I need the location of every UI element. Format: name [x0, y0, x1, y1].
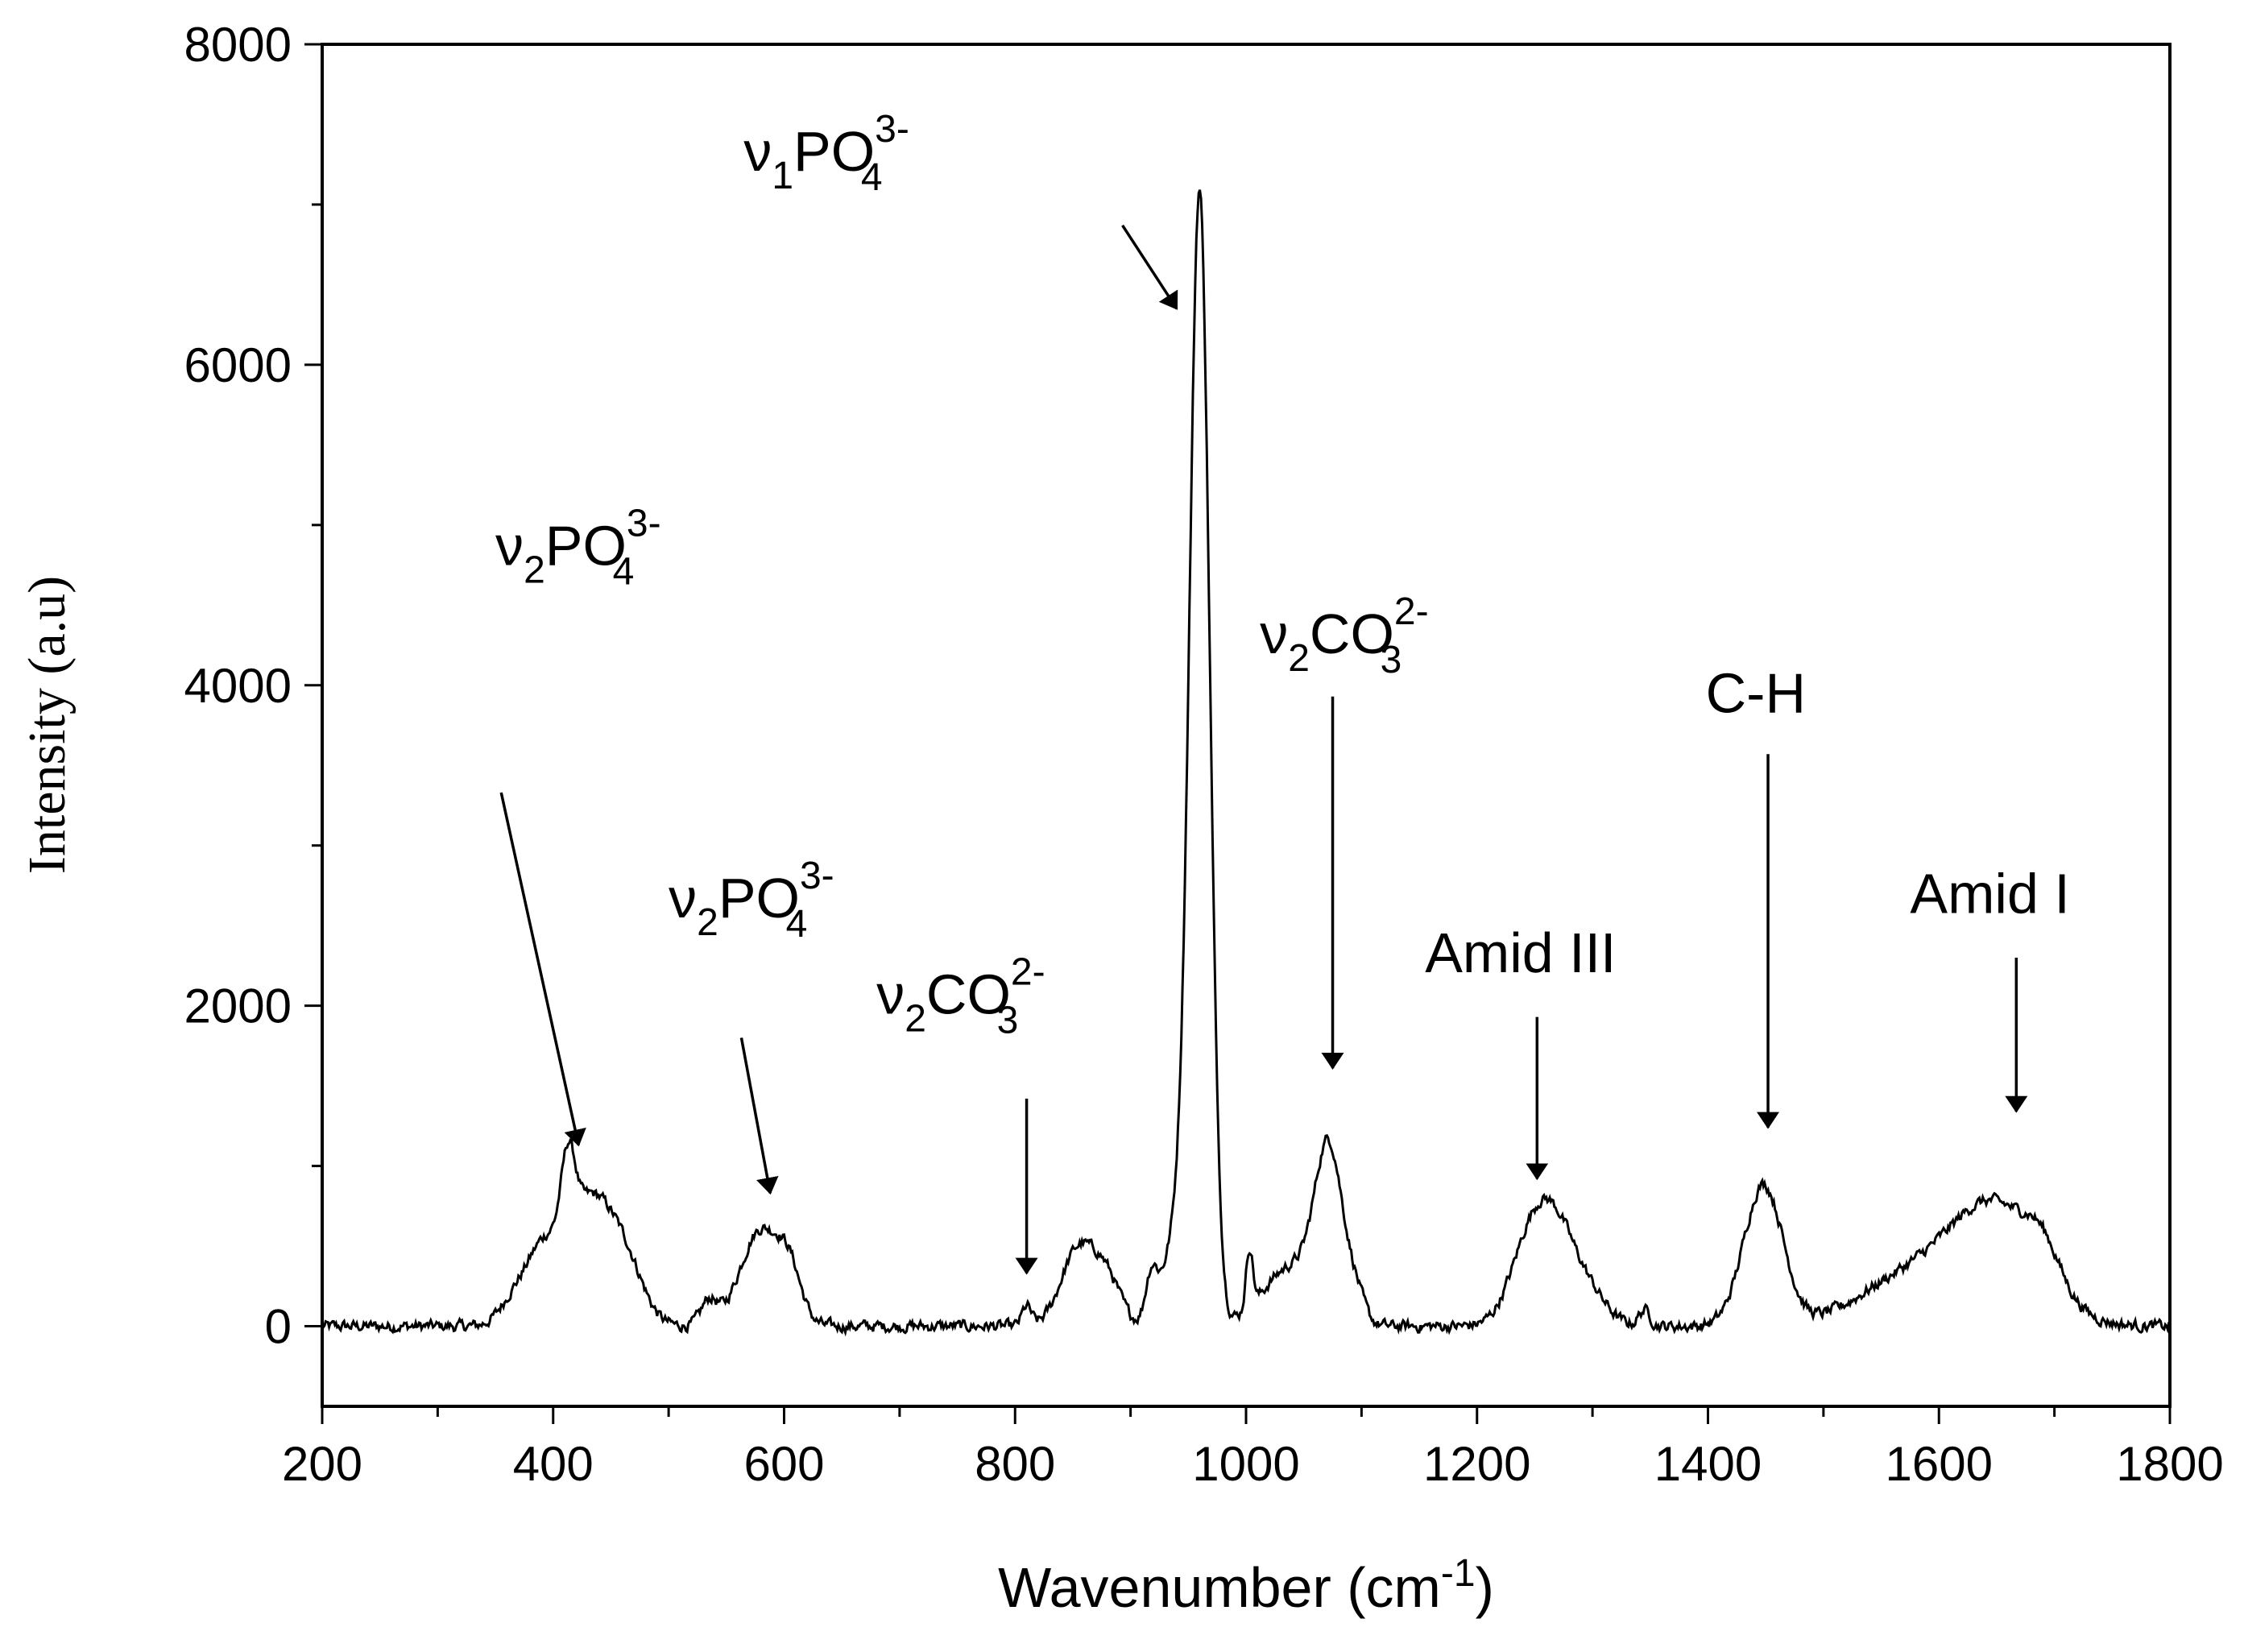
peak-annotation: C-H — [1706, 662, 1806, 1129]
annotation-label: ν2PO3-4 — [669, 855, 834, 946]
x-tick-label: 1600 — [1886, 1437, 1993, 1491]
annotation-arrow — [499, 792, 586, 1147]
annotation-label: C-H — [1706, 662, 1806, 725]
peak-annotation: ν2PO3-4 — [495, 503, 661, 1147]
annotation-label: Amid III — [1425, 921, 1616, 984]
peak-annotation: Amid I — [1910, 862, 2070, 1113]
y-tick-label: 2000 — [184, 979, 292, 1033]
ticks-layer — [304, 43, 2172, 1424]
y-tick-label: 4000 — [184, 659, 292, 713]
plot-frame — [321, 43, 2172, 1408]
x-tick-label: 1000 — [1192, 1437, 1299, 1491]
annotation-arrow — [739, 1037, 779, 1195]
x-tick-label: 1800 — [2116, 1437, 2223, 1491]
peak-annotation: Amid III — [1425, 921, 1617, 1181]
annotation-label: ν2CO2-3 — [1260, 590, 1428, 681]
x-tick-label: 800 — [975, 1437, 1055, 1491]
y-tick-label: 6000 — [184, 338, 292, 392]
y-tick-label: 0 — [265, 1300, 292, 1354]
annotation-label: ν2PO3-4 — [495, 503, 661, 594]
annotation-label: Amid I — [1910, 862, 2069, 925]
peak-annotation: ν1PO3-4 — [743, 108, 1178, 310]
spectrum-line — [321, 189, 2171, 1337]
peak-annotation: ν2CO2-3 — [876, 951, 1045, 1275]
annotations-layer: ν2PO3-4 ν2PO3-4 ν2CO2-3 ν1PO3-4 ν2CO2-3 Amid … — [495, 108, 2070, 1275]
y-tick-labels: 0 2000 4000 6000 8000 — [184, 18, 292, 1354]
x-tick-label: 600 — [743, 1437, 824, 1491]
x-tick-labels: 200 400 600 800 1000 1200 1400 1600 1800 — [282, 1437, 2224, 1491]
x-tick-label: 1400 — [1654, 1437, 1762, 1491]
x-tick-label: 1200 — [1423, 1437, 1530, 1491]
x-axis-title: Wavenumber (cm-1) — [998, 1552, 1494, 1619]
y-axis-title: Intensity (a.u) — [18, 576, 77, 874]
x-tick-label: 400 — [513, 1437, 594, 1491]
peak-annotation: ν2CO2-3 — [1260, 590, 1429, 1070]
y-tick-label: 8000 — [184, 18, 292, 72]
annotation-label: ν1PO3-4 — [743, 108, 909, 199]
annotation-label: ν2CO2-3 — [876, 951, 1045, 1042]
annotation-arrow — [1121, 224, 1178, 310]
peak-annotation: ν2PO3-4 — [669, 855, 834, 1195]
x-tick-label: 200 — [282, 1437, 362, 1491]
